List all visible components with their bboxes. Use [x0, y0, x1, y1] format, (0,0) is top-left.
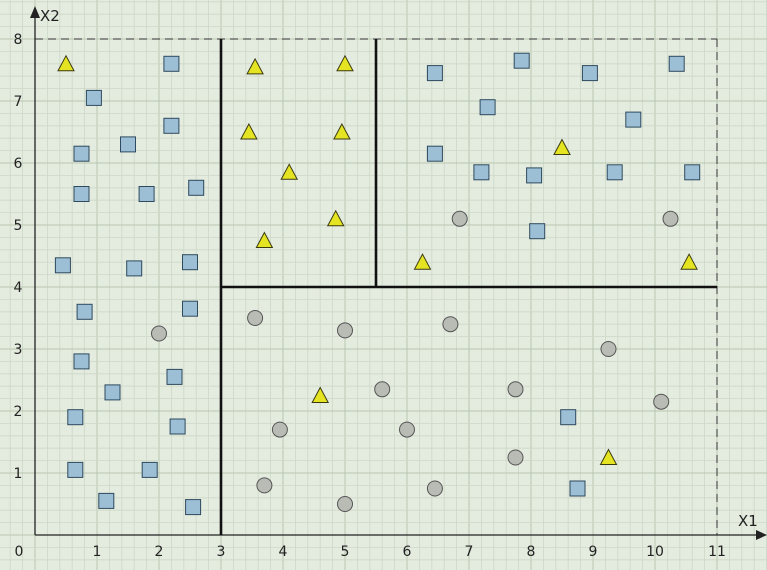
square-point [581, 65, 598, 82]
square-point [529, 223, 546, 240]
data-points [54, 52, 701, 516]
circle-point [426, 480, 443, 497]
square-point [185, 499, 202, 516]
triangle-point [599, 448, 618, 465]
circle-point [507, 449, 524, 466]
square-point [67, 409, 84, 426]
square-point [126, 260, 143, 277]
circle-point [256, 477, 273, 494]
axes [30, 6, 767, 540]
y-axis-label: X2 [40, 7, 60, 25]
x-tick-label: 5 [341, 544, 350, 560]
split-lines [219, 39, 717, 535]
square-point [473, 164, 490, 181]
square-point [569, 480, 586, 497]
y-tick-label: 5 [14, 218, 23, 234]
square-point [73, 353, 90, 370]
square-point [104, 384, 121, 401]
x-tick-label: 11 [708, 544, 726, 560]
circle-point [337, 322, 353, 339]
square-point [73, 186, 90, 202]
square-point [182, 300, 198, 317]
square-point [163, 117, 180, 134]
triangle-point [333, 122, 351, 140]
x-tick-label: 4 [279, 544, 288, 560]
square-point [560, 409, 577, 426]
square-point [98, 492, 115, 509]
circle-point [374, 381, 391, 398]
triangle-point [326, 209, 345, 227]
x-tick-label: 9 [589, 544, 598, 560]
y-axis-arrow [30, 6, 40, 18]
square-point [625, 111, 642, 128]
square-point [182, 254, 198, 271]
circle-point [600, 341, 617, 357]
square-point [513, 52, 530, 69]
y-tick-label: 2 [14, 404, 23, 420]
square-point [479, 99, 496, 116]
y-tick-label: 6 [14, 156, 23, 172]
triangle-point [413, 253, 432, 270]
triangle-point [553, 138, 571, 155]
triangle-point [336, 54, 354, 72]
square-point [169, 418, 186, 435]
circle-point [653, 393, 670, 410]
square-point [526, 167, 543, 184]
circle-point [507, 381, 524, 398]
x-tick-label: 1 [93, 544, 102, 560]
circle-point [337, 496, 353, 512]
x-axis-label: X1 [738, 512, 758, 530]
x-axis-arrow [756, 530, 767, 540]
x-tick-label: 7 [465, 544, 474, 560]
square-point [120, 136, 136, 153]
triangle-point [680, 253, 698, 270]
square-point [54, 257, 71, 274]
x-tick-label: 2 [155, 544, 164, 560]
triangle-point [255, 231, 274, 248]
y-tick-label: 7 [14, 94, 23, 110]
triangle-point [240, 122, 258, 140]
circle-point [451, 210, 468, 227]
x-tick-label: 8 [527, 544, 536, 560]
square-point [141, 461, 158, 478]
square-point [684, 164, 701, 181]
x-tick-label: 6 [403, 544, 412, 560]
triangle-point [246, 57, 264, 75]
x-tick-label: 10 [646, 544, 664, 560]
x-tick-label: 0 [15, 544, 24, 560]
circle-point [247, 310, 264, 326]
square-point [138, 186, 155, 202]
triangle-point [280, 163, 299, 180]
square-point [188, 179, 205, 196]
y-tick-label: 3 [14, 342, 23, 358]
square-point [426, 65, 443, 82]
circle-point [662, 210, 679, 227]
x-tick-label: 3 [217, 544, 226, 560]
triangle-point [57, 54, 75, 72]
square-point [606, 164, 623, 181]
circle-point [271, 421, 288, 438]
y-tick-label: 4 [14, 280, 23, 296]
square-point [76, 303, 93, 320]
square-point [85, 89, 102, 106]
square-point [668, 55, 685, 72]
square-point [426, 145, 443, 162]
circle-point [442, 316, 459, 333]
circle-point [151, 325, 167, 342]
square-point [67, 461, 84, 478]
y-tick-label: 1 [14, 466, 23, 482]
y-tick-label: 8 [14, 32, 23, 48]
square-point [163, 55, 180, 72]
circle-point [399, 421, 415, 438]
triangle-point [311, 386, 330, 403]
square-point [73, 145, 90, 162]
square-point [166, 368, 183, 385]
